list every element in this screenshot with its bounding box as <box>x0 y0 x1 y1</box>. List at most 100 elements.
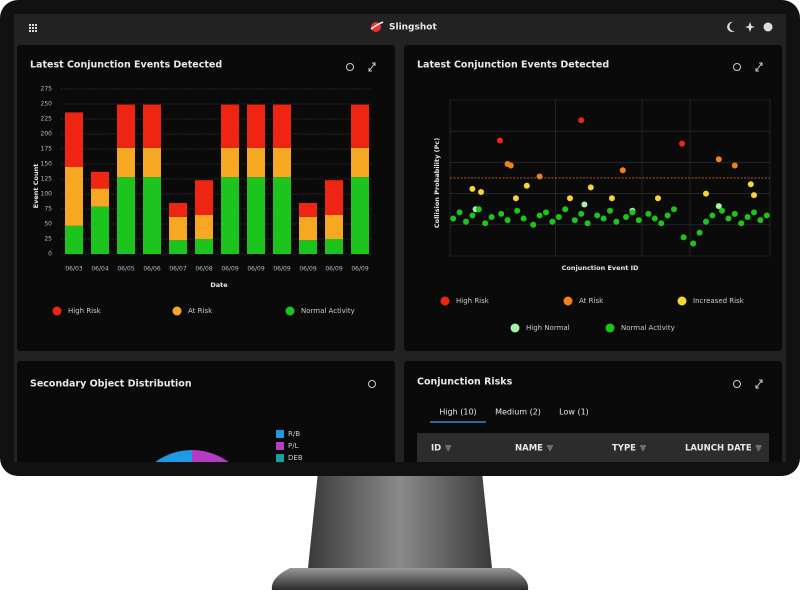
scatter-point <box>578 117 585 124</box>
scatter-point <box>744 214 751 220</box>
scatter-point <box>584 220 591 227</box>
x-tick-label: 06/06 <box>143 266 160 273</box>
pie-slice <box>155 450 192 462</box>
column-header[interactable]: TYPE <box>612 444 636 454</box>
scatter-point <box>488 214 495 220</box>
bar-segment <box>65 167 83 226</box>
y-tick-label: 175 <box>41 146 53 153</box>
tab[interactable]: Medium (2) <box>495 408 541 417</box>
scatter-point <box>463 218 469 225</box>
scatter-point <box>738 220 745 227</box>
scatter-point <box>671 206 677 213</box>
sort-icon[interactable] <box>445 445 452 451</box>
legend-swatch <box>510 323 520 333</box>
bar-segment <box>247 147 265 178</box>
panel-actions <box>346 62 763 389</box>
sort-icon[interactable] <box>640 445 646 451</box>
user-button[interactable] <box>763 22 773 32</box>
bar-segment <box>169 216 187 241</box>
x-tick-label: 06/09 <box>221 266 238 273</box>
y-tick-label: 50 <box>44 221 52 228</box>
scatter-point <box>635 217 642 224</box>
column-header[interactable]: LAUNCH DATE <box>685 444 752 454</box>
scatter-point <box>651 215 658 222</box>
sort-icon[interactable] <box>546 445 553 451</box>
info-button[interactable] <box>368 380 376 388</box>
info-button[interactable] <box>733 63 741 71</box>
x-tick-label: 06/09 <box>351 266 368 273</box>
scatter-point <box>478 189 485 196</box>
x-tick-label: 06/04 <box>91 266 108 273</box>
bar-segment <box>351 177 369 254</box>
bar-segment <box>143 104 161 148</box>
panel-title: Secondary Object Distribution <box>30 379 192 390</box>
x-axis-label: Date <box>210 281 228 289</box>
bar-segment <box>325 180 343 215</box>
y-tick-label: 200 <box>41 131 53 138</box>
scatter-point <box>715 203 722 210</box>
legend-swatch <box>172 306 182 316</box>
bar-segment <box>117 177 135 254</box>
legend-label: DEB <box>288 454 303 462</box>
scatter-point <box>469 212 476 219</box>
scatter-point <box>709 212 716 219</box>
column-header[interactable]: ID <box>431 444 441 454</box>
bar-segment <box>325 215 343 239</box>
info-button[interactable] <box>733 380 741 388</box>
legend-swatch <box>276 454 284 462</box>
panel-title: Latest Conjunction Events Detected <box>30 60 222 71</box>
bar-segment <box>195 239 213 254</box>
x-tick-label: 06/03 <box>65 266 82 273</box>
ai-button[interactable] <box>745 22 755 32</box>
scatter-point <box>719 207 725 214</box>
scatter-point <box>549 218 556 225</box>
bar-segment <box>91 171 109 189</box>
y-tick-label: 225 <box>41 116 53 123</box>
bar-segment <box>351 104 369 148</box>
panel <box>404 45 782 351</box>
scatter-point <box>725 215 732 222</box>
sort-icon[interactable] <box>755 445 762 451</box>
stand-base <box>271 568 529 590</box>
x-tick-label: 06/09 <box>247 266 264 273</box>
scatter-point <box>607 207 613 214</box>
column-header[interactable]: NAME <box>515 444 543 454</box>
scatter-point <box>619 167 626 174</box>
expand-button[interactable] <box>755 379 763 389</box>
scatter-point <box>679 140 685 147</box>
scatter-point <box>613 218 620 225</box>
scatter-point <box>514 207 521 214</box>
theme-toggle[interactable] <box>727 21 735 32</box>
app-header: Slingshot <box>29 21 773 33</box>
scatter-point <box>536 212 543 219</box>
expand-button[interactable] <box>368 62 376 72</box>
legend-label: At Risk <box>188 307 213 315</box>
bar-segment <box>169 203 187 217</box>
scatter-point <box>680 234 687 241</box>
scatter-point <box>555 214 562 220</box>
scatter-point <box>512 195 519 202</box>
x-tick-label: 06/09 <box>325 266 342 273</box>
scatter-point <box>504 217 511 224</box>
bar-segment <box>247 177 265 254</box>
bar-segment <box>91 206 109 254</box>
pie-slice <box>192 450 229 462</box>
legend-swatch <box>605 323 615 333</box>
legend-label: P/L <box>288 442 299 450</box>
expand-button[interactable] <box>755 62 763 72</box>
bar-segment <box>299 203 317 217</box>
scatter-point <box>623 214 629 220</box>
y-tick-label: 25 <box>44 236 52 243</box>
tab[interactable]: Low (1) <box>559 408 589 417</box>
info-button[interactable] <box>346 63 354 71</box>
x-tick-label: 06/07 <box>169 266 186 273</box>
y-axis-label: Collision Probability (Pc) <box>433 138 441 228</box>
tab[interactable]: High (10) <box>439 408 476 417</box>
legend-swatch <box>276 430 284 438</box>
bar-segment <box>221 104 239 148</box>
scatter-point <box>629 209 636 216</box>
scatter-point <box>655 195 661 202</box>
scatter-point <box>475 206 482 213</box>
stand <box>308 472 492 568</box>
apps-icon[interactable] <box>29 24 37 32</box>
